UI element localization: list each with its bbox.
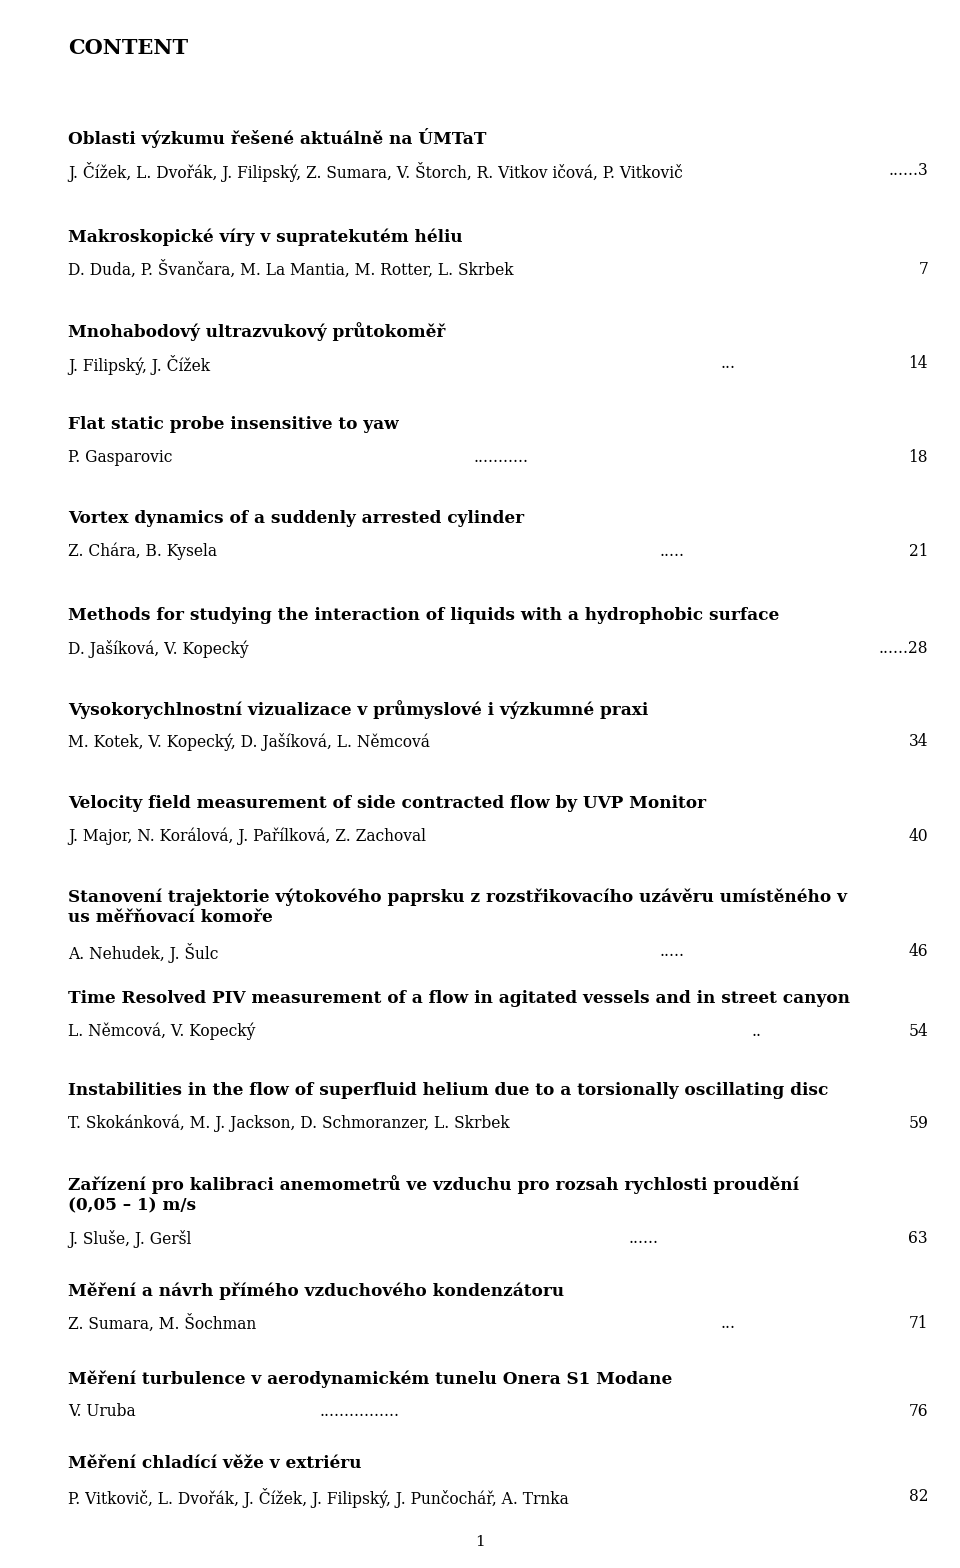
Text: A. Nehudek, J. Šulc: A. Nehudek, J. Šulc bbox=[68, 942, 218, 963]
Text: L. Němcová, V. Kopecký: L. Němcová, V. Kopecký bbox=[68, 1022, 255, 1041]
Text: 63: 63 bbox=[908, 1229, 928, 1247]
Text: Time Resolved PIV measurement of a flow in agitated vessels and in street canyon: Time Resolved PIV measurement of a flow … bbox=[68, 989, 850, 1007]
Text: 34: 34 bbox=[908, 732, 928, 750]
Text: Vysokorychlnostní vizualizace v průmyslové i výzkumné praxi: Vysokorychlnostní vizualizace v průmyslo… bbox=[68, 699, 648, 720]
Text: 71: 71 bbox=[908, 1316, 928, 1331]
Text: ...........: ........... bbox=[473, 448, 529, 466]
Text: Mnohabodový ultrazvukový průtokoměř: Mnohabodový ultrazvukový průtokoměř bbox=[68, 321, 445, 340]
Text: P. Vitkovič, L. Dvořák, J. Čížek, J. Filipský, J. Punčochář, A. Trnka: P. Vitkovič, L. Dvořák, J. Čížek, J. Fil… bbox=[68, 1488, 568, 1508]
Text: D. Duda, P. Švančara, M. La Mantia, M. Rotter, L. Skrbek: D. Duda, P. Švančara, M. La Mantia, M. R… bbox=[68, 260, 514, 279]
Text: Methods for studying the interaction of liquids with a hydrophobic surface: Methods for studying the interaction of … bbox=[68, 607, 780, 624]
Text: 7: 7 bbox=[919, 260, 928, 278]
Text: ...: ... bbox=[721, 354, 736, 372]
Text: Měření chladící věže v extriéru: Měření chladící věže v extriéru bbox=[68, 1455, 362, 1472]
Text: ......3: ......3 bbox=[888, 162, 928, 179]
Text: ......: ...... bbox=[628, 1229, 659, 1247]
Text: Flat static probe insensitive to yaw: Flat static probe insensitive to yaw bbox=[68, 416, 398, 433]
Text: Instabilities in the flow of superfluid helium due to a torsionally oscillating : Instabilities in the flow of superfluid … bbox=[68, 1082, 828, 1099]
Text: ...: ... bbox=[721, 1316, 736, 1331]
Text: 54: 54 bbox=[908, 1022, 928, 1040]
Text: D. Jašíková, V. Kopecký: D. Jašíková, V. Kopecký bbox=[68, 640, 249, 659]
Text: Stanovení trajektorie výtokového paprsku z rozstřikovacího uzávěru umístěného v
: Stanovení trajektorie výtokového paprsku… bbox=[68, 887, 847, 925]
Text: 82: 82 bbox=[908, 1488, 928, 1505]
Text: M. Kotek, V. Kopecký, D. Jašíková, L. Němcová: M. Kotek, V. Kopecký, D. Jašíková, L. Ně… bbox=[68, 732, 430, 751]
Text: Měření turbulence v aerodynamickém tunelu Onera S1 Modane: Měření turbulence v aerodynamickém tunel… bbox=[68, 1370, 672, 1388]
Text: Měření a návrh přímého vzduchového kondenzátoru: Měření a návrh přímého vzduchového konde… bbox=[68, 1283, 564, 1300]
Text: 40: 40 bbox=[908, 828, 928, 845]
Text: CONTENT: CONTENT bbox=[68, 38, 188, 58]
Text: J. Filipský, J. Čížek: J. Filipský, J. Čížek bbox=[68, 354, 210, 375]
Text: 76: 76 bbox=[908, 1403, 928, 1421]
Text: ......28: ......28 bbox=[878, 640, 928, 657]
Text: 1: 1 bbox=[475, 1535, 485, 1549]
Text: Vortex dynamics of a suddenly arrested cylinder: Vortex dynamics of a suddenly arrested c… bbox=[68, 510, 524, 527]
Text: .....: ..... bbox=[660, 543, 684, 560]
Text: Zařízení pro kalibraci anemometrů ve vzduchu pro rozsah rychlosti proudění
(0,05: Zařízení pro kalibraci anemometrů ve vzd… bbox=[68, 1174, 799, 1214]
Text: 46: 46 bbox=[908, 942, 928, 960]
Text: 59: 59 bbox=[908, 1115, 928, 1132]
Text: Z. Chára, B. Kysela: Z. Chára, B. Kysela bbox=[68, 543, 217, 560]
Text: ................: ................ bbox=[319, 1403, 399, 1421]
Text: Oblasti výzkumu řešené aktuálně na ÚMTaT: Oblasti výzkumu řešené aktuálně na ÚMTaT bbox=[68, 129, 487, 147]
Text: 14: 14 bbox=[908, 354, 928, 372]
Text: V. Uruba: V. Uruba bbox=[68, 1403, 135, 1421]
Text: 18: 18 bbox=[908, 448, 928, 466]
Text: J. Sluše, J. Geršl: J. Sluše, J. Geršl bbox=[68, 1229, 191, 1248]
Text: 21: 21 bbox=[908, 543, 928, 560]
Text: T. Skokánková, M. J. Jackson, D. Schmoranzer, L. Skrbek: T. Skokánková, M. J. Jackson, D. Schmora… bbox=[68, 1115, 510, 1132]
Text: ..: .. bbox=[752, 1022, 762, 1040]
Text: Z. Sumara, M. Šochman: Z. Sumara, M. Šochman bbox=[68, 1316, 256, 1333]
Text: Makroskopické víry v supratekutém héliu: Makroskopické víry v supratekutém héliu bbox=[68, 227, 463, 246]
Text: J. Čížek, L. Dvořák, J. Filipský, Z. Sumara, V. Štorch, R. Vitkov ičová, P. Vitk: J. Čížek, L. Dvořák, J. Filipský, Z. Sum… bbox=[68, 162, 683, 182]
Text: J. Major, N. Korálová, J. Pařílková, Z. Zachoval: J. Major, N. Korálová, J. Pařílková, Z. … bbox=[68, 828, 426, 845]
Text: Velocity field measurement of side contracted flow by UVP Monitor: Velocity field measurement of side contr… bbox=[68, 795, 707, 812]
Text: .....: ..... bbox=[660, 942, 684, 960]
Text: P. Gasparovic: P. Gasparovic bbox=[68, 448, 173, 466]
